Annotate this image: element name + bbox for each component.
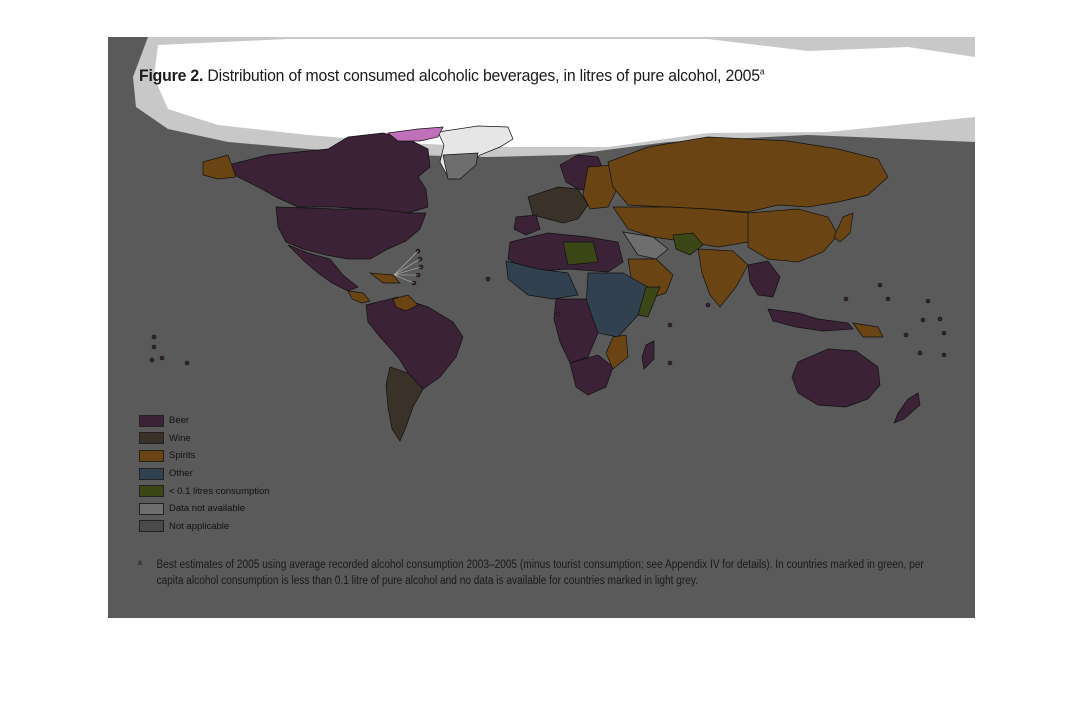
region-venezuela <box>392 294 419 312</box>
region-canada-islands <box>387 126 444 142</box>
region-central-africa <box>553 298 599 364</box>
region-europe-west <box>527 186 589 224</box>
region-usa <box>275 206 427 260</box>
legend-item-not-applicable: Not applicable <box>139 518 270 536</box>
region-afghanistan <box>672 232 704 256</box>
legend-label-data-not-available: Data not available <box>169 503 246 515</box>
legend-swatch-other <box>139 467 164 480</box>
map-figure: Figure 2. Distribution of most consumed … <box>108 37 975 618</box>
legend-label-low-consumption: < 0.1 litres consumption <box>169 485 270 497</box>
region-west-africa <box>505 260 579 300</box>
footnote-marker: a <box>138 558 142 567</box>
legend-label-not-applicable: Not applicable <box>169 520 230 532</box>
region-caribbean <box>368 272 401 284</box>
legend-item-beer: Beer <box>139 412 270 430</box>
footnote-text: Best estimates of 2005 using average rec… <box>156 559 924 587</box>
legend-label-spirits: Spirits <box>169 450 196 462</box>
legend-item-wine: Wine <box>139 430 270 448</box>
region-indonesia <box>767 308 854 332</box>
caribbean-callout-lines <box>393 250 422 284</box>
region-central-america <box>347 290 371 304</box>
region-india <box>697 248 749 308</box>
legend-item-data-not-available: Data not available <box>139 500 270 518</box>
footnote: a Best estimates of 2005 using average r… <box>138 557 924 589</box>
legend-label-beer: Beer <box>169 415 190 427</box>
map-legend: Beer Wine Spirits Other < 0.1 litres con… <box>139 412 270 535</box>
title-white-area <box>154 39 975 147</box>
legend-item-other: Other <box>139 465 270 483</box>
legend-swatch-data-not-available <box>139 502 164 515</box>
figure-title-superscript: a <box>759 66 765 77</box>
legend-item-spirits: Spirits <box>139 447 270 465</box>
legend-swatch-beer <box>139 414 164 427</box>
region-canada <box>227 132 431 214</box>
region-southern-africa <box>569 354 614 396</box>
legend-label-other: Other <box>169 468 193 480</box>
figure-title-prefix: Figure 2. <box>139 66 204 85</box>
legend-swatch-low-consumption <box>139 485 164 498</box>
region-russia <box>607 136 889 213</box>
region-papua <box>852 322 884 338</box>
greenland-lower <box>442 152 479 180</box>
region-middle-east <box>622 231 669 260</box>
region-japan <box>833 212 854 243</box>
region-mexico <box>287 244 359 292</box>
region-mozambique <box>605 334 629 370</box>
region-iberia <box>513 214 541 236</box>
figure-title-text: Distribution of most consumed alcoholic … <box>203 66 760 85</box>
world-map <box>133 37 975 442</box>
region-madagascar <box>641 340 655 370</box>
legend-swatch-spirits <box>139 449 164 462</box>
region-alaska <box>202 154 237 180</box>
region-sahel <box>562 241 599 266</box>
legend-swatch-not-applicable <box>139 520 164 533</box>
region-horn <box>637 286 661 318</box>
region-argentina-chile <box>385 366 424 442</box>
legend-swatch-wine <box>139 432 164 445</box>
region-south-america <box>365 296 464 390</box>
legend-label-wine: Wine <box>169 432 191 444</box>
region-china <box>747 208 839 263</box>
figure-title: Figure 2. Distribution of most consumed … <box>139 66 765 86</box>
region-australia <box>791 348 881 408</box>
island-dots <box>149 248 947 366</box>
region-new-zealand <box>893 392 921 424</box>
legend-item-low-consumption: < 0.1 litres consumption <box>139 482 270 500</box>
region-southeast-asia <box>747 260 781 298</box>
